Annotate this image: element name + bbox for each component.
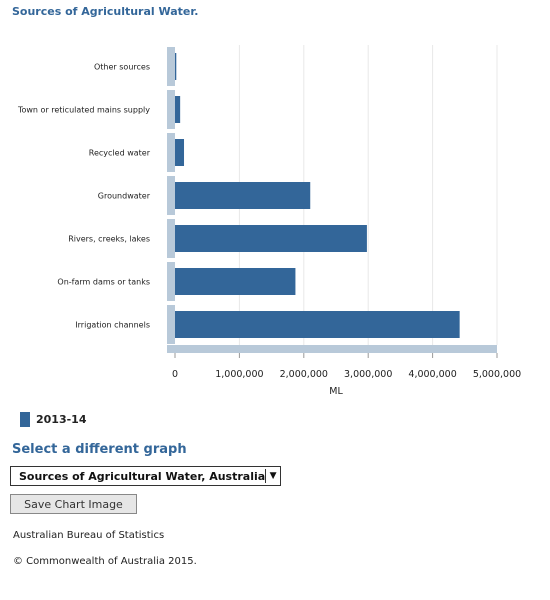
bar (175, 139, 185, 166)
legend-label: 2013-14 (36, 413, 87, 426)
select-graph-heading: Select a different graph (12, 442, 187, 457)
graph-select-dropdown[interactable]: Sources of Agricultural Water, Australia… (10, 466, 281, 486)
category-label: On-farm dams or tanks (57, 278, 150, 287)
chart-title: Sources of Agricultural Water. (12, 5, 199, 18)
category-label: Rivers, creeks, lakes (68, 235, 150, 244)
legend: 2013-14 (20, 412, 87, 427)
x-axis-title: ML (329, 386, 343, 397)
category-label: Town or reticulated mains supply (17, 106, 150, 115)
category-label: Recycled water (89, 149, 151, 158)
x-tick-label: 4,000,000 (408, 369, 456, 380)
x-tick-label: 0 (172, 369, 178, 380)
source-text: Australian Bureau of Statistics (13, 530, 165, 541)
y-axis-segment (167, 133, 175, 172)
y-axis-segment (167, 219, 175, 258)
category-label: Other sources (94, 63, 150, 72)
bar (175, 225, 367, 252)
y-axis-segment (167, 305, 175, 344)
x-tick-label: 5,000,000 (473, 369, 521, 380)
bar (175, 182, 311, 209)
x-tick-label: 1,000,000 (215, 369, 263, 380)
triangle-down-icon[interactable]: ▼ (265, 469, 280, 483)
y-axis-segment (167, 262, 175, 301)
graph-select-value: Sources of Agricultural Water, Australia (19, 469, 266, 483)
bar (175, 311, 460, 338)
y-axis-segment (167, 47, 175, 86)
bar (175, 268, 296, 295)
x-tick-label: 2,000,000 (280, 369, 328, 380)
x-axis-band (167, 345, 497, 353)
bar-chart: Other sources Town or reticulated mains s… (17, 45, 521, 397)
bar (175, 96, 181, 123)
x-tick-label: 3,000,000 (344, 369, 392, 380)
y-axis-segment (167, 90, 175, 129)
category-label: Irrigation channels (75, 321, 150, 330)
save-chart-image-button[interactable]: Save Chart Image (10, 494, 137, 514)
bar (175, 53, 177, 80)
copyright-text: © Commonwealth of Australia 2015. (13, 556, 197, 567)
category-label: Groundwater (98, 192, 151, 201)
y-axis-segment (167, 176, 175, 215)
legend-swatch (20, 412, 30, 427)
